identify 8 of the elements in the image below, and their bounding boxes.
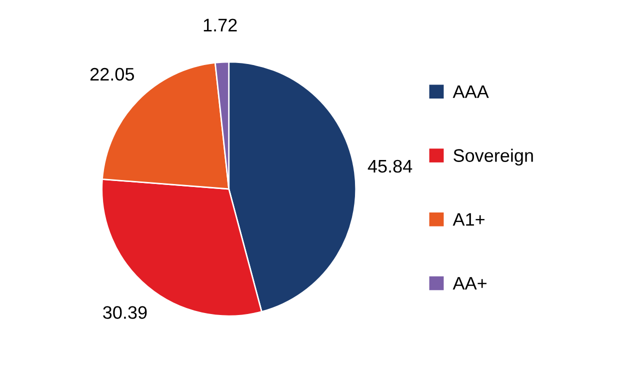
data-label: 45.84	[368, 160, 412, 173]
legend-label: AA+	[452, 277, 486, 290]
legend-label: A1+	[452, 213, 484, 226]
legend-label: AAA	[452, 85, 489, 98]
data-label: 30.39	[103, 306, 147, 319]
data-label: 22.05	[90, 68, 134, 81]
data-label: 1.72	[204, 18, 237, 32]
legend-label: Sovereign	[454, 148, 533, 166]
